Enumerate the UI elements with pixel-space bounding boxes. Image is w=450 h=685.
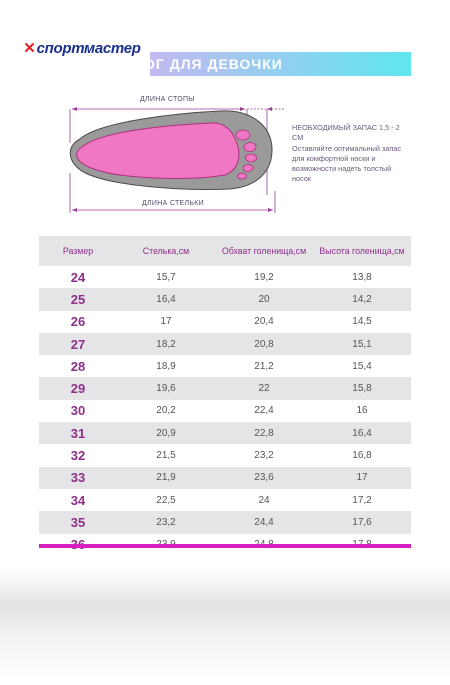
- table-row: 30 20,2 22,4 16: [39, 400, 411, 422]
- title-banner: ОГ ДЛЯ ДЕВОЧКИ: [140, 52, 411, 76]
- table-row: 31 20,9 22,8 16,4: [39, 422, 411, 445]
- cell-insole: 20,9: [156, 427, 176, 439]
- cell-size: 26: [70, 314, 86, 330]
- cell-insole: 20,2: [156, 405, 176, 417]
- cell-shaft-girth: 21,2: [254, 360, 274, 372]
- cell-shaft-height: 17: [356, 472, 368, 484]
- cell-insole: 18,2: [156, 338, 176, 350]
- toe-5: [237, 172, 247, 180]
- logo: ✕спортмастер: [14, 14, 150, 82]
- cell-size: 34: [70, 492, 86, 508]
- cell-insole: 15,7: [156, 271, 176, 283]
- table-row: 24 15,7 19,2 13,8: [39, 266, 411, 288]
- cell-shaft-girth: 24: [258, 494, 270, 506]
- toe-4: [242, 164, 254, 172]
- cell-shaft-height: 15,8: [352, 383, 372, 395]
- header-insole: Стелька,см: [142, 245, 190, 256]
- cell-shaft-girth: 22: [258, 383, 270, 395]
- bottom-accent-line: [39, 544, 411, 548]
- cell-shaft-height: 17,2: [352, 494, 372, 506]
- logo-text: ✕спортмастер: [23, 39, 141, 57]
- cell-insole: 22,5: [156, 494, 176, 506]
- foot-insole-diagram: [69, 107, 285, 213]
- cell-insole: 19,6: [156, 383, 176, 395]
- table-row: 35 23,2 24,4 17,6: [39, 511, 411, 534]
- cell-size: 33: [70, 470, 86, 486]
- cell-shaft-height: 15,1: [352, 338, 372, 350]
- cell-shaft-height: 15,4: [352, 360, 372, 372]
- cell-insole: 21,5: [156, 450, 176, 462]
- banner-title: ОГ ДЛЯ ДЕВОЧКИ: [144, 56, 283, 72]
- cell-size: 29: [70, 381, 86, 397]
- toe-3: [245, 153, 257, 163]
- cell-insole: 17: [160, 316, 172, 328]
- table-header: Размер Стелька,см Обхват голенища,см Выс…: [39, 236, 411, 266]
- arrow-left-bottom-icon: [72, 208, 77, 212]
- table-row: 32 21,5 23,2 16,8: [39, 444, 411, 466]
- table-body: 24 15,7 19,2 13,8 25 16,4 20 14,2 26 17 20,4 14,5 27…: [39, 266, 411, 556]
- table-row: 33 21,9 23,6 17: [39, 466, 411, 489]
- table-row: 28 18,9 21,2 15,4: [39, 355, 411, 377]
- cell-shaft-girth: 20,8: [254, 338, 274, 350]
- cell-shaft-girth: 22,8: [254, 427, 274, 439]
- arrow-allowance-icon: [267, 107, 272, 111]
- bottom-fade: [0, 568, 450, 685]
- cell-size: 25: [70, 291, 86, 307]
- cell-shaft-height: 14,2: [352, 293, 372, 305]
- table-row: 25 16,4 20 14,2: [39, 288, 411, 311]
- size-table: Размер Стелька,см Обхват голенища,см Выс…: [39, 236, 411, 556]
- table-row: 29 19,6 22 15,8: [39, 377, 411, 400]
- cell-shaft-height: 16,4: [352, 427, 372, 439]
- cell-shaft-girth: 19,2: [254, 271, 274, 283]
- cell-size: 24: [70, 269, 86, 285]
- table-row: 26 17 20,4 14,5: [39, 311, 411, 333]
- toe-2: [243, 142, 257, 152]
- table-row: 27 18,2 20,8 15,1: [39, 332, 411, 356]
- cell-shaft-girth: 22,4: [254, 405, 274, 417]
- cell-size: 27: [70, 336, 86, 352]
- cell-shaft-height: 14,5: [352, 316, 372, 328]
- allowance-note: НЕОБХОДИМЫЙ ЗАПАС 1,5 - 2 см Оставляйте …: [292, 123, 402, 185]
- insole-length-label: ДЛИНА СТЕЛЬКИ: [142, 200, 204, 207]
- foot-length-label: ДЛИНА СТОПЫ: [140, 96, 195, 103]
- cell-size: 30: [70, 403, 86, 419]
- header-shaft-height: Высота голенища,см: [319, 245, 405, 256]
- cell-shaft-girth: 20,4: [254, 316, 274, 328]
- arrow-right-icon: [240, 107, 245, 111]
- table-row: 34 22,5 24 17,2: [39, 489, 411, 511]
- toe-1: [235, 129, 251, 141]
- header-size: Размер: [62, 245, 94, 256]
- cell-size: 31: [70, 425, 86, 441]
- cell-insole: 23,2: [156, 516, 176, 528]
- foot-shape: [76, 122, 240, 179]
- cell-insole: 21,9: [156, 472, 176, 484]
- cell-size: 35: [70, 514, 86, 530]
- cell-shaft-girth: 24,4: [254, 516, 274, 528]
- arrow-right-bottom-icon: [268, 208, 273, 212]
- logo-wordmark: спортмастер: [36, 40, 141, 57]
- cell-size: 32: [70, 448, 86, 464]
- cell-shaft-height: 16,8: [352, 450, 372, 462]
- cell-shaft-height: 17,6: [352, 516, 372, 528]
- cell-shaft-girth: 20: [258, 293, 270, 305]
- cell-insole: 16,4: [156, 293, 176, 305]
- cell-shaft-height: 16: [356, 405, 368, 417]
- cell-insole: 18,9: [156, 360, 176, 372]
- cell-shaft-height: 13,8: [352, 271, 372, 283]
- cell-size: 28: [70, 358, 86, 374]
- note-title: НЕОБХОДИМЫЙ ЗАПАС 1,5 - 2 см: [292, 123, 400, 143]
- note-body: Оставляйте оптимальный запас для комфорт…: [292, 143, 401, 184]
- cell-shaft-girth: 23,2: [254, 450, 274, 462]
- header-shaft-girth: Обхват голенища,см: [221, 245, 307, 256]
- arrow-left-icon: [72, 107, 77, 111]
- cell-shaft-girth: 23,6: [254, 472, 274, 484]
- logo-mark-icon: ✕: [23, 40, 36, 57]
